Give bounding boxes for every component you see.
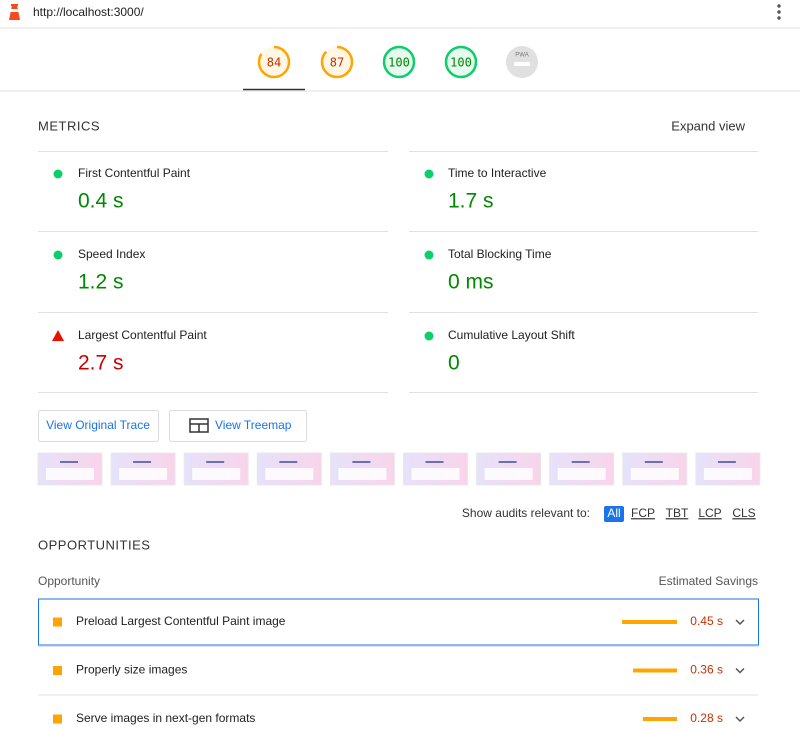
thumbnail-content: [338, 468, 387, 480]
gauge-score[interactable]: 84: [267, 56, 281, 70]
metric-value: 0: [448, 352, 460, 375]
status-square[interactable]: [53, 617, 62, 627]
thumbnail-content: [703, 468, 752, 480]
thumbnail-content: [411, 468, 460, 480]
metric-label: Time to Interactive: [448, 166, 547, 180]
gauge-pwa-bar[interactable]: [514, 62, 530, 66]
savings-value[interactable]: 0.45 s: [690, 614, 723, 628]
button-label[interactable]: View Original Trace: [46, 418, 150, 432]
gauge-score[interactable]: 100: [450, 56, 472, 70]
opportunity-label[interactable]: Serve images in next-gen formats: [76, 711, 255, 725]
column-header: Estimated Savings: [659, 574, 758, 588]
savings-value[interactable]: 0.28 s: [690, 711, 723, 725]
thumbnail-header: [352, 461, 371, 463]
thumbnail-header: [644, 461, 663, 463]
thumbnail-content: [119, 468, 168, 480]
section-title: METRICS: [38, 118, 100, 133]
gauge-score[interactable]: 87: [330, 56, 344, 70]
thumbnail-header: [717, 461, 736, 463]
expand-toggle[interactable]: Expand view: [671, 118, 745, 133]
lighthouse-icon: [9, 4, 20, 20]
status-square[interactable]: [53, 666, 62, 675]
gauge-arc[interactable]: [257, 45, 291, 79]
status-square[interactable]: [53, 714, 62, 724]
trace-button[interactable]: [38, 410, 159, 442]
metric-label: First Contentful Paint: [78, 166, 191, 180]
filter-chip[interactable]: [604, 506, 624, 522]
gauge-fill[interactable]: [259, 47, 289, 77]
chevron[interactable]: [735, 716, 745, 723]
thumbnail-content: [557, 468, 606, 480]
opportunity-label[interactable]: Preload Largest Contentful Paint image: [76, 614, 286, 628]
filter-option[interactable]: CLS: [732, 506, 755, 520]
savings-bar[interactable]: [633, 668, 677, 673]
gauge-arc[interactable]: [444, 45, 478, 79]
savings-value[interactable]: 0.36 s: [690, 663, 723, 677]
thumbnail-content: [265, 468, 314, 480]
gauge-arc[interactable]: [320, 45, 354, 79]
gauge-fill[interactable]: [322, 47, 352, 77]
thumbnail-header: [425, 461, 444, 463]
metric-label: Largest Contentful Paint: [78, 328, 207, 342]
filter-option[interactable]: FCP: [631, 506, 655, 520]
thumbnail-header: [206, 461, 225, 463]
thumbnail-header: [133, 461, 152, 463]
status-icon: [53, 169, 63, 179]
gauge-fill[interactable]: [446, 47, 476, 77]
filter-option[interactable]: All: [607, 506, 620, 520]
gauge-score[interactable]: 100: [388, 56, 410, 70]
savings-bar[interactable]: [642, 717, 677, 721]
metric-label: Speed Index: [78, 247, 145, 261]
metric-value: 0 ms: [448, 271, 494, 294]
thumbnail-content: [46, 468, 94, 480]
savings-bar[interactable]: [622, 620, 677, 624]
thumbnail-content: [630, 468, 679, 480]
gauge-fill[interactable]: [384, 47, 414, 77]
treemap-button[interactable]: [169, 410, 307, 442]
status-icon: [53, 250, 63, 260]
metric-value: 2.7 s: [78, 352, 124, 375]
status-icon: [424, 250, 434, 260]
url: http://localhost:3000/: [33, 5, 144, 19]
thumbnail-header: [498, 461, 517, 463]
thumbnail-content: [192, 468, 241, 480]
status-icon: [52, 330, 64, 341]
gauge-arc[interactable]: [382, 45, 416, 79]
status-icon: [424, 169, 434, 179]
chevron[interactable]: [735, 619, 745, 626]
button-label[interactable]: View Treemap: [215, 418, 292, 432]
thumbnail-header: [571, 461, 590, 463]
filter-option[interactable]: TBT: [666, 506, 689, 520]
status-icon: [424, 331, 434, 341]
menu-button[interactable]: [777, 4, 781, 20]
metric-label: Cumulative Layout Shift: [448, 328, 575, 342]
metric-value: 1.7 s: [448, 190, 494, 213]
filter-option[interactable]: LCP: [698, 506, 721, 520]
metric-value: 0.4 s: [78, 190, 124, 213]
gauge-pwa-label[interactable]: PWA: [515, 53, 528, 59]
chevron[interactable]: [735, 667, 745, 674]
metric-label: Total Blocking Time: [448, 247, 552, 261]
metric-value: 1.2 s: [78, 271, 124, 294]
row-focus[interactable]: [38, 598, 759, 646]
section-title: OPPORTUNITIES: [38, 537, 150, 552]
filter-label: Show audits relevant to:: [462, 506, 590, 520]
thumbnail-content: [484, 468, 533, 480]
thumbnail-header: [60, 461, 78, 463]
thumbnail-header: [279, 461, 298, 463]
opportunity-label[interactable]: Properly size images: [76, 663, 187, 677]
column-header: Opportunity: [38, 574, 100, 588]
